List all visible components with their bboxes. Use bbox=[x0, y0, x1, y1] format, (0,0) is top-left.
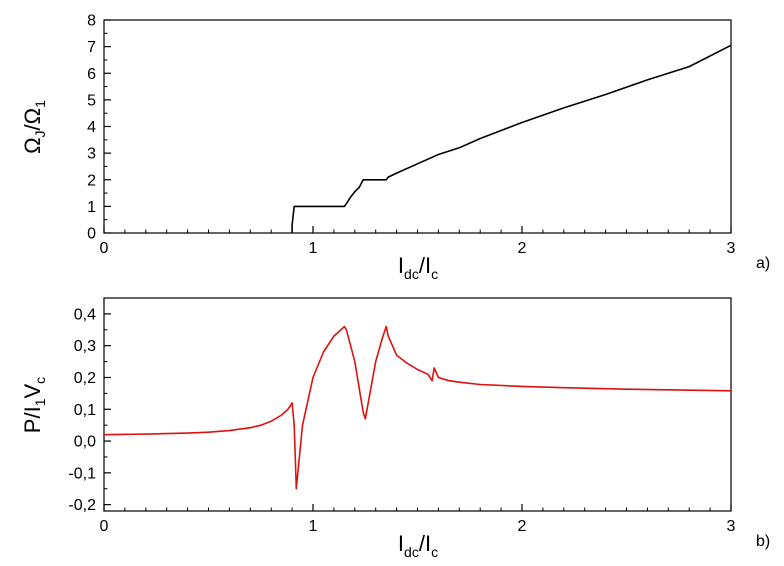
x-tick-label: 3 bbox=[727, 518, 736, 535]
y-tick-label: 0,1 bbox=[74, 402, 96, 419]
panel-a-label: a) bbox=[756, 255, 770, 272]
series-line bbox=[291, 44, 732, 233]
panel-a: 0 1 2 3 0 1 2 3 4 5 6 7 8 ΩJ/Ω1 Idc/Ic a) bbox=[20, 13, 770, 283]
y-tick-label: 1 bbox=[87, 199, 96, 216]
y-tick-label: 3 bbox=[87, 146, 96, 163]
panel-b: 0 1 2 3 -0,2 -0,1 0,0 0,1 0,2 0,3 0,4 P/I1Vc Idc/… bbox=[20, 297, 770, 560]
panel-a-y-axis-title: ΩJ/Ω1 bbox=[20, 100, 48, 154]
panel-b-plot-frame bbox=[103, 297, 732, 512]
y-tick-label: 0,3 bbox=[74, 338, 96, 355]
x-tick-label: 3 bbox=[727, 240, 736, 257]
panel-b-series bbox=[103, 325, 732, 490]
panel-b-x-axis-title: Idc/Ic bbox=[398, 531, 438, 560]
panel-a-y-ticks: 0 1 2 3 4 5 6 7 8 bbox=[87, 13, 111, 243]
x-tick-label: 1 bbox=[309, 240, 318, 257]
y-tick-label: 4 bbox=[87, 119, 96, 136]
x-tick-label: 2 bbox=[518, 518, 527, 535]
panel-b-y-axis-title: P/I1Vc bbox=[20, 377, 48, 433]
x-tick-label: 2 bbox=[518, 240, 527, 257]
y-tick-label: 0,4 bbox=[74, 306, 96, 323]
panel-a-x-ticks: 0 1 2 3 bbox=[100, 226, 736, 257]
panel-a-x-axis-title: Idc/Ic bbox=[398, 253, 438, 282]
panel-b-label: b) bbox=[756, 533, 770, 550]
series-line bbox=[103, 325, 732, 490]
y-tick-label: 7 bbox=[87, 39, 96, 56]
y-tick-label: 0,2 bbox=[74, 370, 96, 387]
y-tick-label: 2 bbox=[87, 172, 96, 189]
x-tick-label: 0 bbox=[100, 240, 109, 257]
y-tick-label: -0,2 bbox=[68, 497, 96, 514]
y-tick-label: 8 bbox=[87, 13, 96, 30]
panel-a-plot-frame bbox=[103, 19, 732, 234]
x-tick-label: 0 bbox=[100, 518, 109, 535]
y-tick-label: 5 bbox=[87, 92, 96, 109]
y-tick-label: -0,1 bbox=[68, 465, 96, 482]
y-tick-label: 0 bbox=[87, 226, 96, 243]
panel-b-x-ticks: 0 1 2 3 bbox=[100, 504, 736, 535]
panel-a-series bbox=[291, 44, 732, 233]
x-tick-label: 1 bbox=[309, 518, 318, 535]
panel-b-y-ticks: -0,2 -0,1 0,0 0,1 0,2 0,3 0,4 bbox=[68, 306, 111, 514]
y-tick-label: 6 bbox=[87, 66, 96, 83]
y-tick-label: 0,0 bbox=[74, 434, 96, 451]
